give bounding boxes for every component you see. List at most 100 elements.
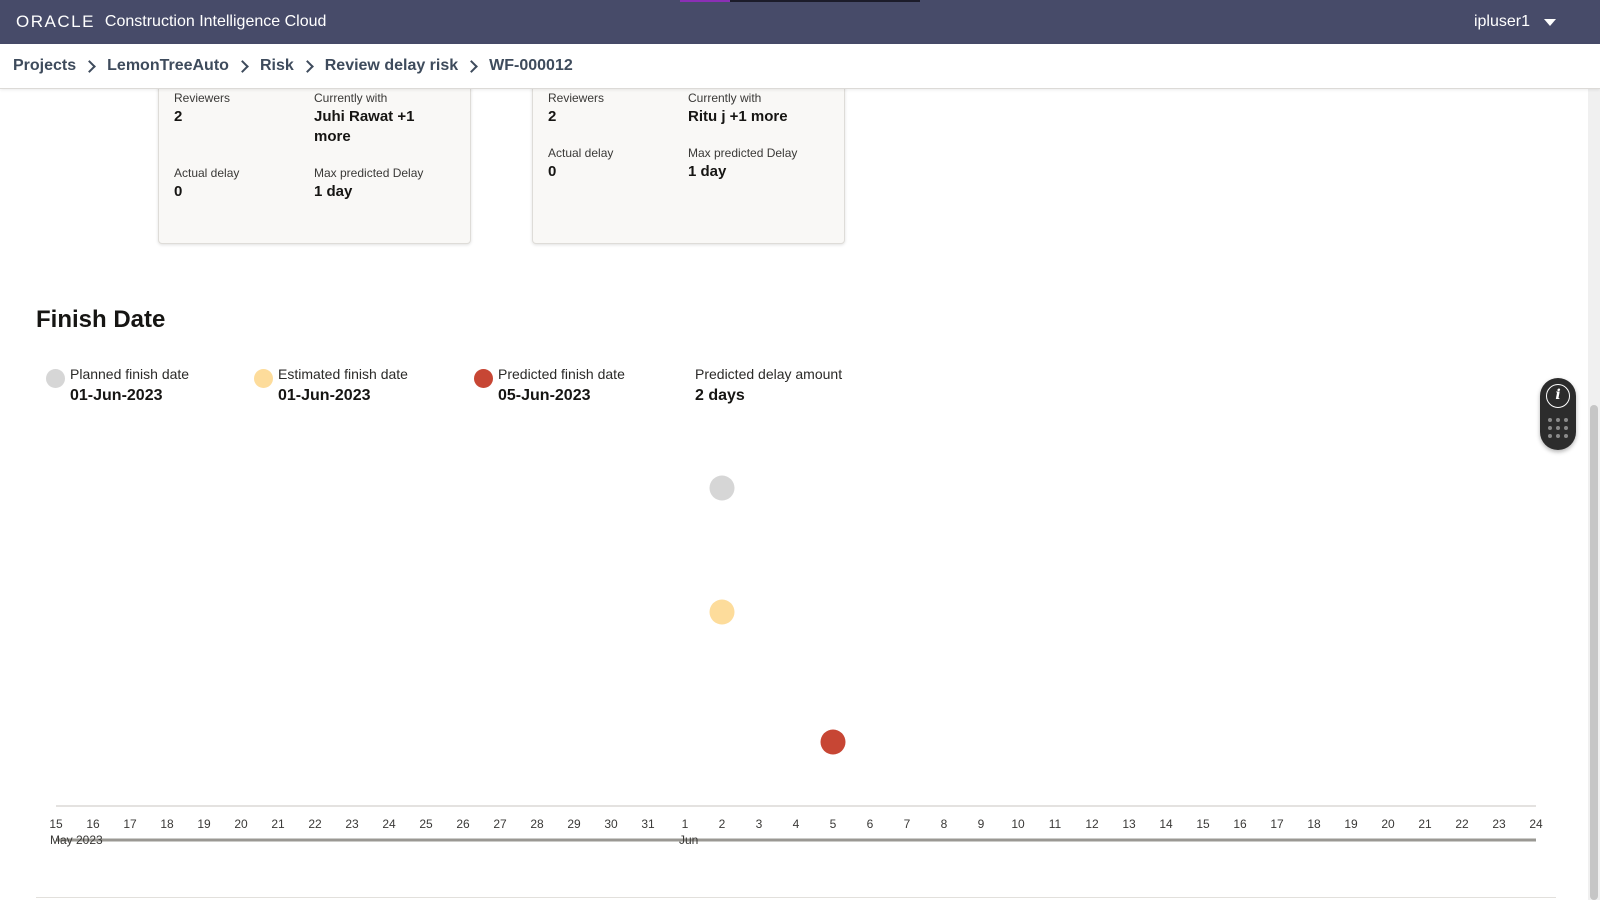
x-tick-label: 18 xyxy=(160,817,174,831)
chevron-right-icon xyxy=(300,59,314,73)
reviewers-label: Reviewers xyxy=(174,91,231,105)
chevron-right-icon xyxy=(236,59,249,73)
app-header: ORACLE Construction Intelligence Cloud i… xyxy=(0,0,1600,44)
currently-with-value: Ritu j +1 more xyxy=(688,108,788,125)
legend-label: Estimated finish date xyxy=(278,366,408,382)
actual-delay-value: 0 xyxy=(174,183,183,200)
workflow-card[interactable]: Reviewers 2 Currently with Juhi Rawat +1… xyxy=(158,70,471,244)
x-tick-label: 7 xyxy=(904,817,911,831)
reviewers-value: 2 xyxy=(548,108,557,125)
info-icon[interactable]: i xyxy=(1546,384,1570,408)
currently-with-label: Currently with xyxy=(314,91,388,105)
apps-grid-icon[interactable] xyxy=(1548,418,1568,438)
x-tick-label: 3 xyxy=(756,817,763,831)
actual-delay-value: 0 xyxy=(548,163,557,180)
x-tick-label: 22 xyxy=(308,817,322,831)
x-tick-label: 21 xyxy=(271,817,285,831)
currently-with-label: Currently with xyxy=(688,91,762,105)
max-predicted-delay-label: Max predicted Delay xyxy=(688,146,798,160)
oracle-logo: ORACLE xyxy=(16,12,95,31)
month-label: Jun xyxy=(679,833,698,847)
x-tick-label: 17 xyxy=(1270,817,1284,831)
x-tick-label: 29 xyxy=(567,817,581,831)
section-title-finish-date: Finish Date xyxy=(36,306,166,333)
reviewers-value: 2 xyxy=(174,108,183,125)
x-tick-label: 15 xyxy=(49,817,63,831)
max-predicted-delay-value: 1 day xyxy=(688,163,727,180)
breadcrumb-review-delay-risk[interactable]: Review delay risk xyxy=(324,57,459,74)
x-tick-label: 6 xyxy=(867,817,874,831)
user-menu[interactable]: ipluser1 xyxy=(1474,0,1556,44)
x-tick-label: 15 xyxy=(1196,817,1210,831)
x-tick-label: 12 xyxy=(1085,817,1099,831)
actual-delay-label: Actual delay xyxy=(174,166,240,180)
header-accent-line xyxy=(680,0,730,2)
x-tick-label: 8 xyxy=(941,817,948,831)
legend-label: Predicted finish date xyxy=(498,366,625,382)
x-tick-label: 19 xyxy=(197,817,211,831)
finish-date-point xyxy=(709,599,735,625)
x-tick-label: 31 xyxy=(641,817,655,831)
x-tick-label: 26 xyxy=(456,817,470,831)
x-tick-label: 24 xyxy=(1529,817,1543,831)
month-label: May 2023 xyxy=(50,833,103,847)
chevron-down-icon xyxy=(1544,18,1556,26)
legend-value: 01-Jun-2023 xyxy=(70,387,163,404)
currently-with-value: Juhi Rawat +1 more xyxy=(314,108,415,145)
x-tick-label: 2 xyxy=(719,817,726,831)
x-tick-label: 16 xyxy=(1233,817,1247,831)
x-tick-label: 20 xyxy=(234,817,248,831)
legend-label: Predicted delay amount xyxy=(695,366,843,382)
x-tick-label: 25 xyxy=(419,817,433,831)
legend-value: 05-Jun-2023 xyxy=(498,387,591,404)
x-tick-label: 17 xyxy=(123,817,137,831)
x-tick-label: 4 xyxy=(793,817,800,831)
actual-delay-label: Actual delay xyxy=(548,146,614,160)
legend-value: 2 days xyxy=(695,387,745,404)
planned-dot-icon xyxy=(46,369,65,388)
x-tick-label: 24 xyxy=(382,817,396,831)
x-tick-label: 13 xyxy=(1122,817,1136,831)
x-tick-label: 23 xyxy=(345,817,359,831)
x-tick-label: 20 xyxy=(1381,817,1395,831)
breadcrumb-project[interactable]: LemonTreeAuto xyxy=(107,57,229,74)
x-tick-label: 11 xyxy=(1049,817,1062,831)
help-widget: i xyxy=(1540,378,1576,450)
legend-label: Planned finish date xyxy=(70,366,190,382)
predicted-dot-icon xyxy=(474,369,493,388)
breadcrumb-workflow-id: WF-000012 xyxy=(489,57,573,74)
x-tick-label: 28 xyxy=(530,817,544,831)
chevron-right-icon xyxy=(83,59,97,73)
breadcrumb-risk[interactable]: Risk xyxy=(259,57,294,74)
page-scrollbar-thumb[interactable] xyxy=(1590,405,1598,900)
brand[interactable]: ORACLE Construction Intelligence Cloud xyxy=(16,0,326,44)
header-accent-line-dark xyxy=(730,0,920,2)
x-tick-label: 30 xyxy=(604,817,618,831)
x-tick-label: 23 xyxy=(1492,817,1506,831)
x-tick-label: 16 xyxy=(86,817,100,831)
max-predicted-delay-label: Max predicted Delay xyxy=(314,166,424,180)
x-tick-label: 5 xyxy=(830,817,837,831)
x-tick-label: 14 xyxy=(1159,817,1173,831)
x-tick-label: 19 xyxy=(1344,817,1358,831)
user-name: ipluser1 xyxy=(1473,13,1530,30)
x-tick-label: 18 xyxy=(1307,817,1321,831)
x-tick-label: 1 xyxy=(682,817,689,831)
legend-value: 01-Jun-2023 xyxy=(278,387,371,404)
finish-date-timeline-chart: 15 16 17 18 19 20 21 22 23 24 25 26 27 28 29 30 31 1 2 3 4 5 6… xyxy=(49,475,1543,847)
chevron-right-icon xyxy=(465,59,479,73)
max-predicted-delay-value: 1 day xyxy=(314,183,353,200)
x-tick-label: 21 xyxy=(1418,817,1432,831)
section-divider xyxy=(36,897,1556,898)
breadcrumb: Projects LemonTreeAuto Risk Review delay… xyxy=(0,44,1600,89)
reviewers-label: Reviewers xyxy=(548,91,605,105)
x-tick-label: 10 xyxy=(1011,817,1025,831)
finish-date-point xyxy=(820,729,846,755)
breadcrumb-projects[interactable]: Projects xyxy=(13,57,77,74)
x-tick-label: 27 xyxy=(493,817,507,831)
x-tick-label: 22 xyxy=(1455,817,1469,831)
x-tick-label: 9 xyxy=(978,817,985,831)
finish-date-point xyxy=(709,475,735,501)
estimated-dot-icon xyxy=(254,369,273,388)
workflow-card[interactable]: Reviewers 2 Currently with Ritu j +1 mor… xyxy=(532,70,845,244)
